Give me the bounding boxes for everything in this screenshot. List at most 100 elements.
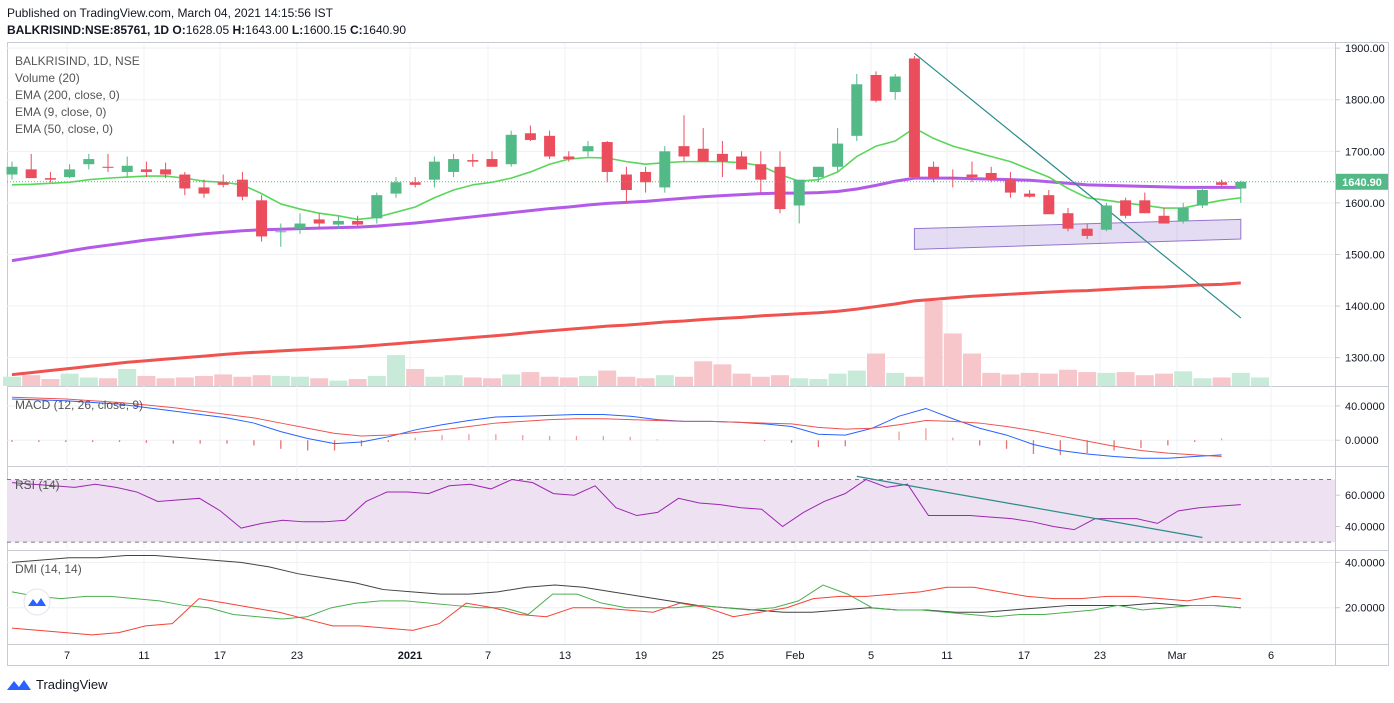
candle-body: [198, 187, 210, 194]
candle-body: [83, 159, 95, 165]
low-label: L:: [291, 23, 304, 37]
candle-body: [409, 182, 421, 185]
gridlines: [7, 43, 1335, 644]
volume-bar: [636, 378, 655, 386]
rsi-band-fill: [7, 479, 1335, 543]
cloud-icon[interactable]: [23, 588, 51, 616]
candle-body: [121, 165, 133, 172]
volume-bar: [1020, 372, 1039, 386]
x-tick-label: 23: [1094, 650, 1106, 662]
x-tick-label: 17: [214, 650, 226, 662]
plus-di-line: [11, 584, 1241, 620]
scale-tick-label: 1900.00: [1345, 43, 1385, 55]
volume-bar: [406, 369, 425, 386]
candle-body: [1235, 181, 1247, 189]
candle-body: [428, 161, 440, 180]
volume-bar: [271, 375, 290, 386]
volume-bar: [540, 376, 559, 386]
volume-bar: [310, 378, 329, 386]
candle-body: [313, 219, 325, 224]
x-tick-label: 17: [1018, 650, 1030, 662]
legend-symbol: BALKRISIND, 1D, NSE: [15, 54, 140, 68]
volume-bar: [1231, 372, 1250, 386]
last-price-tag: [1336, 173, 1388, 190]
candle-body: [774, 166, 786, 210]
candle-body: [812, 166, 824, 178]
ema200-line: [11, 281, 1241, 377]
scale-tick-label: 1400.00: [1345, 301, 1385, 313]
candle-body: [793, 179, 805, 206]
volume-bar: [22, 375, 41, 386]
volume-bar: [1078, 372, 1097, 386]
rsi-trendline: [856, 475, 1203, 539]
footer: TradingView: [7, 677, 108, 692]
indicator-lines: [11, 52, 1242, 636]
candle-body: [256, 200, 268, 237]
symbol-label: BALKRISIND:NSE:85761, 1D: [7, 23, 170, 37]
volume-bars: [3, 301, 1269, 386]
footer-brand: TradingView: [36, 677, 108, 692]
last-price-value: 1640.90: [1342, 177, 1382, 189]
open-label: O:: [172, 23, 186, 37]
volume-bar: [963, 353, 981, 386]
x-tick-label: 5: [868, 650, 874, 662]
volume-bar: [924, 301, 943, 386]
scale-tick-label: 1700.00: [1345, 146, 1385, 158]
chart-area[interactable]: 1640.90 1900.00 1800.00 1700.00 1600.00 1500.…: [0, 0, 1394, 668]
candle-body: [64, 169, 76, 178]
macd-signal-line: [11, 396, 1222, 458]
volume-bar: [329, 380, 348, 386]
volume-bar: [367, 375, 386, 386]
x-tick-label: 11: [941, 650, 952, 662]
price-channel: [913, 218, 1242, 250]
volume-bar: [444, 375, 463, 386]
volume-bar: [1116, 372, 1135, 386]
candle-body: [563, 156, 575, 160]
candle-body: [1120, 200, 1132, 216]
volume-bar: [99, 378, 117, 386]
candle-body: [390, 182, 402, 194]
candle-body: [908, 58, 920, 178]
rsi-band: [7, 479, 1335, 543]
candle-body: [332, 220, 344, 225]
volume-bar: [3, 376, 21, 386]
volume-bar: [1155, 373, 1173, 386]
candle-body: [352, 220, 364, 225]
volume-bar: [867, 353, 885, 386]
volume-bar: [694, 361, 713, 386]
macd-line: [11, 398, 1222, 459]
candle-body: [1216, 182, 1228, 185]
candle-body: [736, 156, 748, 170]
tradingview-logo-icon: [7, 679, 31, 690]
x-tick-label: 6: [1268, 650, 1274, 662]
volume-bar: [1174, 371, 1193, 386]
candle-body: [44, 178, 56, 180]
chart-border: [7, 42, 1389, 666]
volume-bar: [1251, 377, 1269, 386]
scale-tick-label: 20.0000: [1345, 603, 1385, 615]
volume-bar: [713, 364, 732, 386]
candle-body: [697, 148, 709, 162]
x-tick-label: 11: [138, 650, 149, 662]
volume-bar: [175, 377, 194, 386]
volume-bar: [751, 376, 770, 386]
volume-bar: [137, 375, 156, 386]
close-label: C:: [349, 23, 363, 37]
candle-body: [601, 142, 613, 172]
candle-body: [582, 146, 594, 152]
candle-body: [1004, 179, 1016, 193]
candle-body: [102, 166, 114, 168]
x-tick-label: Mar: [1168, 650, 1187, 662]
volume-bar: [156, 378, 175, 386]
volume-bar: [886, 372, 905, 386]
x-tick-label: 23: [291, 650, 303, 662]
candle-body: [678, 146, 690, 157]
volume-bar: [79, 377, 98, 386]
volume-bar: [1097, 372, 1116, 386]
candle-body: [620, 174, 632, 190]
candle-body: [294, 223, 306, 229]
volume-bar: [1193, 378, 1212, 386]
volume-bar: [483, 378, 501, 386]
axes: 1640.90 1900.00 1800.00 1700.00 1600.00 1500.…: [7, 43, 1388, 662]
legend-ema50: EMA (50, close, 0): [15, 122, 113, 136]
